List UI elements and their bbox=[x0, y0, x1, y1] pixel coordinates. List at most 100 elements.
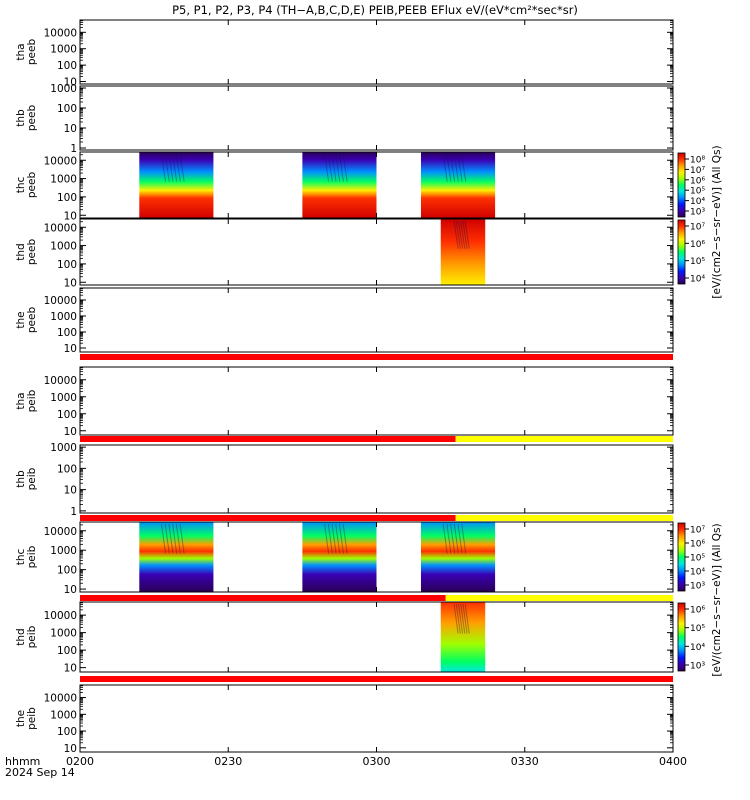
spectrogram-streak bbox=[460, 603, 466, 634]
panel-thc-peeb: 10000 1000 100 10 thc peeb bbox=[15, 151, 674, 222]
figure-title: P5, P1, P2, P3, P4 (TH−A,B,C,D,E) PEIB,P… bbox=[172, 3, 578, 17]
spectrogram-streak bbox=[179, 523, 185, 554]
y-tick-label: 10 bbox=[64, 123, 77, 135]
spectrogram-streak bbox=[175, 523, 181, 554]
spectrogram-streak bbox=[450, 523, 456, 554]
spectrogram-streak bbox=[327, 523, 333, 554]
spectrogram-streak bbox=[460, 220, 466, 249]
spectrogram-streak bbox=[457, 523, 463, 554]
spectrogram-streak bbox=[442, 153, 448, 182]
y-tick-label: 10000 bbox=[44, 27, 77, 39]
colorbar-tick-label: 10³ bbox=[690, 208, 705, 218]
panel-probe-label: tha bbox=[15, 43, 27, 60]
spectrogram-streak bbox=[446, 523, 452, 554]
y-tick-label: 100 bbox=[57, 726, 77, 738]
spectrogram-streak bbox=[442, 523, 448, 554]
panel-frame bbox=[79, 601, 674, 673]
colorbar-tick-label: 10³ bbox=[690, 582, 705, 592]
spectrogram-streak bbox=[464, 603, 470, 634]
spectrogram-block-thc-peib-3 bbox=[420, 522, 496, 592]
panel-probe-label: thd bbox=[15, 243, 27, 260]
panel-frame bbox=[79, 684, 674, 753]
y-tick-label: 100 bbox=[57, 192, 77, 204]
spectrogram-streak bbox=[179, 153, 185, 182]
spectrogram-streak bbox=[327, 153, 333, 182]
status-bar-segment bbox=[80, 354, 673, 360]
spectrogram-streak bbox=[457, 153, 463, 182]
spectrogram-streak bbox=[446, 153, 452, 182]
colorbar-tick-label: 10⁵ bbox=[690, 187, 705, 197]
spectrogram-streak bbox=[172, 523, 178, 554]
spectrogram-streak bbox=[164, 153, 170, 182]
panel-probe-label: the bbox=[15, 710, 27, 727]
y-tick-label: 1 bbox=[70, 506, 77, 518]
status-bar-segment bbox=[80, 676, 673, 682]
spectrogram-streak bbox=[161, 523, 167, 554]
panel-probe-label: thb bbox=[15, 470, 27, 488]
colorbar-tick-label: 10⁶ bbox=[690, 240, 705, 250]
colorbar-title-peib: [eV/(cm2−s−sr−eV)] (All Qs) bbox=[711, 523, 723, 676]
y-tick-label: 10 bbox=[64, 743, 77, 755]
spectrogram-block-thc-peib-1 bbox=[139, 522, 214, 592]
x-tick-label: 0400 bbox=[659, 755, 687, 768]
status-bar-segment bbox=[80, 436, 456, 442]
panel-probe-label: the bbox=[15, 311, 27, 328]
y-tick-label: 100 bbox=[57, 103, 77, 115]
spectrogram-streak bbox=[455, 220, 461, 249]
spectrogram-streak bbox=[453, 220, 459, 249]
spectrogram-streak bbox=[172, 153, 178, 182]
panel-the-peib: 10000 1000 100 10 the peib bbox=[15, 684, 674, 755]
colorbar-tick-label: 10⁸ bbox=[690, 156, 705, 166]
spectrogram-streak bbox=[161, 153, 167, 182]
y-tick-label: 10 bbox=[64, 485, 77, 497]
panel-probe-label: thd bbox=[15, 628, 27, 645]
panel-the-peeb: 10000 1000 100 10 the peeb bbox=[15, 287, 674, 355]
spectrogram-block-thd-peeb-1 bbox=[440, 219, 486, 285]
spectrogram-streak bbox=[324, 153, 330, 182]
date-label: 2024 Sep 14 bbox=[5, 766, 75, 779]
y-tick-label: 1000 bbox=[50, 545, 77, 557]
y-tick-label: 10 bbox=[64, 77, 77, 89]
y-tick-label: 10 bbox=[64, 584, 77, 596]
y-tick-label: 10000 bbox=[44, 526, 77, 538]
y-tick-label: 1000 bbox=[50, 311, 77, 323]
panel-probe-label: tha bbox=[15, 392, 27, 409]
spectrogram-streak bbox=[331, 523, 337, 554]
colorbar-tick-label: 10⁴ bbox=[690, 568, 705, 578]
spectrogram-streak bbox=[335, 153, 341, 182]
panel-frame bbox=[79, 19, 674, 85]
status-bars-layer bbox=[80, 354, 673, 682]
spectrogram-streak bbox=[458, 603, 464, 634]
y-tick-label: 1000 bbox=[50, 442, 77, 454]
spectrogram-streak bbox=[338, 153, 344, 182]
panel-product-label: peib bbox=[26, 625, 38, 648]
y-tick-label: 1000 bbox=[50, 174, 77, 186]
spectrogram-streak bbox=[453, 523, 459, 554]
panel-product-label: peib bbox=[26, 389, 38, 412]
status-bar-segment bbox=[455, 436, 673, 442]
y-tick-label: 100 bbox=[57, 60, 77, 72]
panel-product-label: peib bbox=[26, 545, 38, 568]
colorbar-tick-label: 10⁶ bbox=[690, 606, 705, 616]
panel-probe-label: thc bbox=[15, 549, 27, 566]
status-bar-segment bbox=[455, 515, 673, 521]
y-tick-label: 10 bbox=[64, 343, 77, 355]
panel-thd-peib: 10000 1000 100 10 thd peib bbox=[15, 601, 674, 675]
x-tick-label: 0300 bbox=[363, 755, 391, 768]
spectrogram-streak bbox=[461, 523, 467, 554]
y-tick-label: 100 bbox=[57, 259, 77, 271]
colorbar-tick-label: 10⁴ bbox=[690, 643, 705, 653]
spectrogram-streak bbox=[455, 603, 461, 634]
y-tick-label: 10000 bbox=[44, 222, 77, 234]
y-tick-label: 10000 bbox=[44, 693, 77, 705]
y-tick-label: 1000 bbox=[50, 241, 77, 253]
panel-frame bbox=[79, 366, 674, 436]
spectrogram-streak bbox=[338, 523, 344, 554]
x-tick-label: 0200 bbox=[66, 755, 94, 768]
x-tick-label: 0230 bbox=[214, 755, 242, 768]
spectrogram-block-thc-peib-2 bbox=[302, 522, 377, 592]
spectrogram-block-thc-peeb-1 bbox=[139, 152, 214, 218]
y-tick-label: 1 bbox=[70, 143, 77, 155]
colorbar-tick-label: 10³ bbox=[690, 662, 705, 672]
